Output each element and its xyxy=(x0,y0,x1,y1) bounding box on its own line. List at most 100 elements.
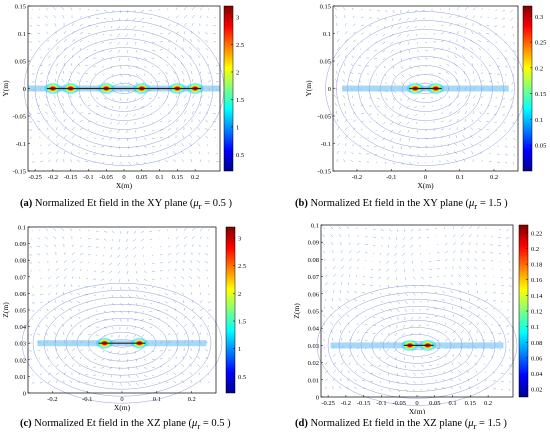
field-vector xyxy=(510,105,514,109)
field-vector xyxy=(360,96,363,99)
field-vector xyxy=(410,252,414,256)
field-vector xyxy=(436,332,438,334)
field-vector xyxy=(461,54,466,59)
field-vector xyxy=(321,234,326,238)
field-vector xyxy=(175,260,178,264)
field-vector xyxy=(460,225,464,230)
field-vector xyxy=(376,105,380,108)
field-vector xyxy=(164,301,169,304)
field-vector xyxy=(485,32,490,35)
field-vector xyxy=(166,285,169,288)
y-tick-label: 0.06 xyxy=(308,291,320,298)
field-vector xyxy=(375,41,378,44)
field-vector xyxy=(141,113,145,117)
field-vector xyxy=(465,361,470,366)
colorbar-tick-label: 0.18 xyxy=(531,262,542,269)
field-vector xyxy=(79,252,84,256)
field-vector xyxy=(133,9,137,13)
field-vector xyxy=(207,293,211,296)
field-vector xyxy=(183,30,186,35)
field-vector xyxy=(364,348,367,350)
field-vector xyxy=(412,300,415,304)
field-vector xyxy=(340,249,343,254)
field-vector xyxy=(63,30,66,35)
field-vector xyxy=(63,62,66,67)
field-vector xyxy=(79,316,81,320)
field-vector xyxy=(191,102,195,107)
field-vector xyxy=(331,241,334,246)
field-vector xyxy=(376,81,379,84)
field-vector xyxy=(404,284,408,289)
field-vector xyxy=(85,301,89,304)
field-vector xyxy=(87,40,90,43)
field-vector xyxy=(189,62,193,67)
field-vector xyxy=(508,372,513,376)
field-vector xyxy=(197,260,201,264)
field-vector xyxy=(372,316,376,318)
field-vector xyxy=(191,307,195,312)
field-vector xyxy=(189,267,193,272)
colorbar-tick-label: 2.5 xyxy=(238,263,246,270)
field-vector xyxy=(87,128,90,131)
field-vector xyxy=(127,310,130,315)
field-vector xyxy=(127,153,131,158)
field-vector xyxy=(380,236,384,239)
field-vector xyxy=(353,291,358,294)
field-vector xyxy=(198,151,201,155)
field-vector xyxy=(352,127,356,131)
field-vector xyxy=(141,25,145,29)
field-vector xyxy=(109,57,113,61)
field-vector xyxy=(126,326,129,331)
field-vector xyxy=(133,254,137,258)
field-vector xyxy=(60,315,65,320)
field-vector xyxy=(388,300,392,304)
field-vector xyxy=(119,161,123,166)
field-vector xyxy=(408,137,410,141)
field-vector xyxy=(438,160,442,163)
field-vector xyxy=(111,81,115,85)
field-vector xyxy=(47,284,52,288)
field-vector xyxy=(183,94,187,99)
field-vector xyxy=(397,121,402,126)
field-vector xyxy=(79,47,82,51)
field-vector xyxy=(478,119,482,123)
field-vector xyxy=(165,160,169,163)
field-vector xyxy=(60,94,65,99)
field-vector xyxy=(466,281,470,286)
field-vector xyxy=(384,9,388,13)
field-vector xyxy=(79,23,83,27)
field-vector xyxy=(175,252,179,256)
field-vector xyxy=(483,363,486,366)
field-vector xyxy=(443,315,446,318)
field-vector xyxy=(103,161,105,164)
field-vector xyxy=(111,238,114,242)
field-vector xyxy=(143,254,145,257)
field-vector xyxy=(197,143,201,147)
field-vector xyxy=(77,284,81,288)
field-vector xyxy=(360,40,363,43)
colorbar-tick-label: 0.2 xyxy=(531,246,539,253)
x-tick-label: -0.1 xyxy=(376,400,386,407)
field-vector xyxy=(411,316,414,320)
field-vector xyxy=(436,236,438,238)
field-vector xyxy=(140,230,145,234)
field-vector xyxy=(344,111,347,115)
field-vector xyxy=(332,377,335,382)
field-vector xyxy=(190,291,193,296)
field-vector xyxy=(372,324,377,326)
field-vector xyxy=(472,79,476,83)
field-vector xyxy=(87,96,90,99)
field-vector xyxy=(334,78,338,83)
field-vector xyxy=(440,8,442,11)
field-vector xyxy=(384,73,387,77)
field-vector xyxy=(151,33,154,35)
field-vector xyxy=(39,357,41,360)
field-vector xyxy=(71,119,75,123)
y-tick-label: 0.1 xyxy=(18,225,26,232)
field-vector xyxy=(488,56,490,59)
field-vector xyxy=(116,262,121,267)
field-vector xyxy=(474,274,478,278)
field-vector xyxy=(504,145,508,148)
field-vector xyxy=(380,244,383,247)
field-vector xyxy=(357,160,362,163)
